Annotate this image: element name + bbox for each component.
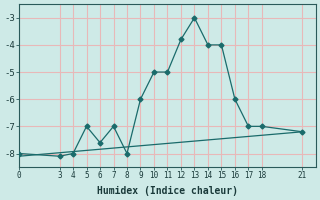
X-axis label: Humidex (Indice chaleur): Humidex (Indice chaleur) [97,186,238,196]
